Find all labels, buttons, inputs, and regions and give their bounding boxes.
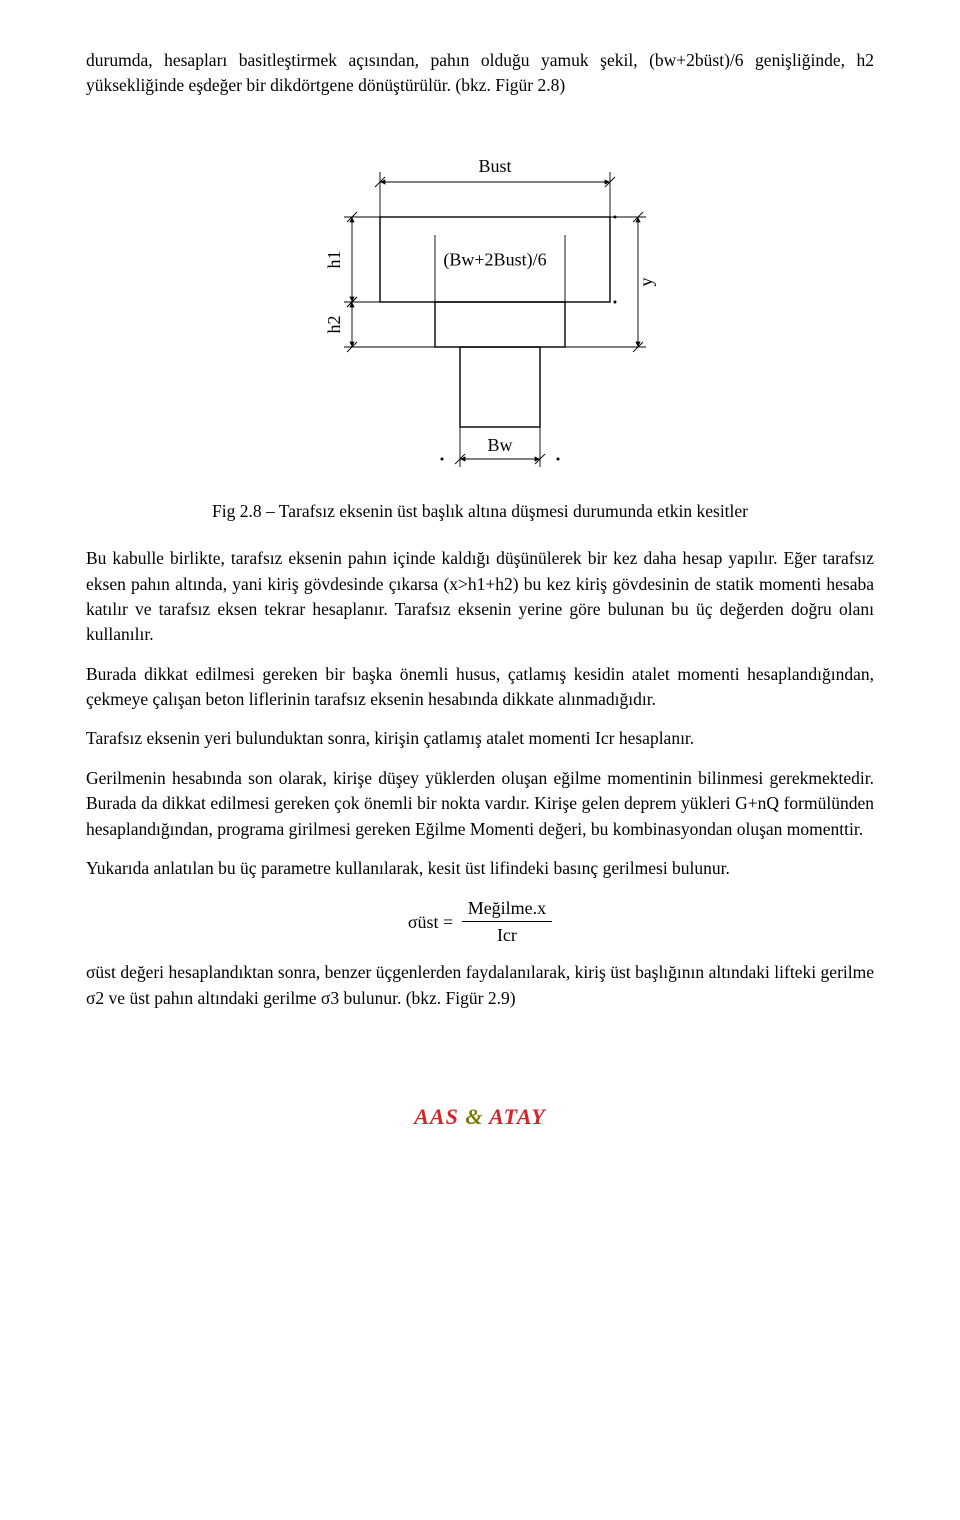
body-paragraph-1: Bu kabulle birlikte, tarafsız eksenin pa… [86, 546, 874, 648]
footer-logo: AAS & ATAY [86, 1101, 874, 1133]
footer-part1: AAS [414, 1104, 459, 1129]
svg-text:h1: h1 [324, 250, 344, 268]
svg-text:h2: h2 [324, 315, 344, 333]
body-paragraph-3: Tarafsız eksenin yeri bulunduktan sonra,… [86, 726, 874, 751]
intro-paragraph: durumda, hesapları basitleştirmek açısın… [86, 48, 874, 99]
svg-text:Bw: Bw [487, 435, 512, 455]
footer-amp: & [465, 1104, 483, 1129]
stress-formula: σüst = Meğilme.x Icr [86, 895, 874, 948]
footer-part2: ATAY [489, 1104, 546, 1129]
svg-text:Bust: Bust [478, 156, 511, 176]
cross-section-svg: Bust (Bw+2Bust)/6 h1 h2 y Bw [280, 137, 680, 487]
formula-numerator: Meğilme.x [462, 895, 553, 921]
formula-fraction: Meğilme.x Icr [462, 895, 553, 948]
body-paragraph-2: Burada dikkat edilmesi gereken bir başka… [86, 662, 874, 713]
formula-denominator: Icr [462, 921, 553, 948]
svg-text:y: y [636, 277, 656, 286]
formula-lhs: σüst = [408, 909, 453, 935]
figure-caption: Fig 2.8 – Tarafsız eksenin üst başlık al… [86, 499, 874, 524]
body-paragraph-6: σüst değeri hesaplandıktan sonra, benzer… [86, 960, 874, 1011]
section-diagram: Bust (Bw+2Bust)/6 h1 h2 y Bw [86, 137, 874, 487]
body-paragraph-5: Yukarıda anlatılan bu üç parametre kulla… [86, 856, 874, 881]
svg-text:(Bw+2Bust)/6: (Bw+2Bust)/6 [443, 249, 546, 270]
body-paragraph-4: Gerilmenin hesabında son olarak, kirişe … [86, 766, 874, 842]
